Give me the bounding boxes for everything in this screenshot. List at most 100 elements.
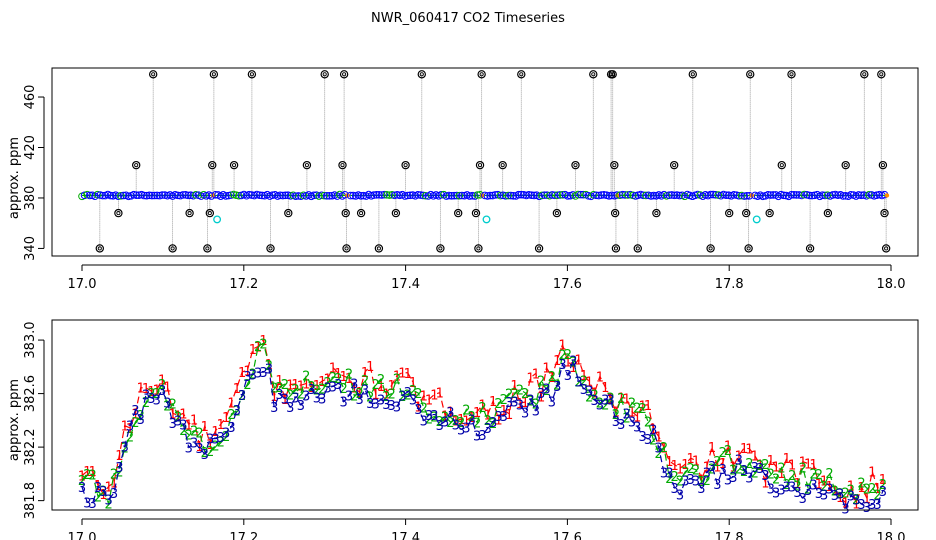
- baseline-point: [693, 190, 702, 199]
- series-3-marker: 3: [121, 440, 129, 455]
- series-1-marker: 1: [142, 382, 150, 397]
- series-2-marker: 2: [473, 416, 481, 431]
- series-2-marker: 2: [441, 410, 449, 425]
- baseline-point: [854, 191, 863, 199]
- series-1-marker: 1: [687, 452, 695, 467]
- series-2-marker: 2: [393, 372, 401, 387]
- outlier-point: [185, 208, 194, 218]
- series-3-marker: 3: [452, 419, 460, 434]
- baseline-point: [184, 191, 192, 200]
- baseline-point: [847, 190, 855, 199]
- series-3-marker: 3: [446, 406, 454, 421]
- panel2-x-tick-label: 17.4: [391, 531, 420, 540]
- outlier-point: [805, 244, 815, 253]
- baseline-point: [359, 191, 368, 200]
- outlier-point: [880, 208, 889, 218]
- baseline-point: [865, 191, 873, 199]
- series-2-marker: 2: [868, 482, 876, 497]
- series-1-marker: 1: [494, 413, 502, 428]
- outlier-point-inner: [322, 72, 327, 77]
- baseline-point: [649, 191, 658, 200]
- baseline-point: [437, 190, 445, 199]
- panel1-y-tick-label: 460: [23, 85, 38, 110]
- outlier-point-inner: [211, 72, 216, 77]
- baseline-point: [416, 191, 425, 199]
- baseline-point: [310, 191, 318, 200]
- series-1-marker: 1: [879, 473, 887, 488]
- series-1-marker: 1: [596, 370, 604, 385]
- series-2-marker: 2: [163, 400, 171, 415]
- series-3-marker: 3: [847, 490, 855, 505]
- series-3-marker: 3: [468, 413, 476, 428]
- series-3-marker: 3: [420, 414, 428, 429]
- outlier-point-inner: [843, 163, 848, 168]
- series-3-marker: 3: [404, 386, 412, 401]
- baseline-point: [129, 190, 138, 199]
- series-2-marker: 2: [644, 415, 652, 430]
- series-2-marker: 2: [655, 447, 663, 462]
- series-1-marker: 1: [516, 397, 524, 412]
- outlier-point-inner: [151, 72, 156, 77]
- series-2-marker: 2: [612, 408, 620, 423]
- series-3-marker: 3: [195, 442, 203, 457]
- series-2-marker: 2: [323, 376, 331, 391]
- series-1-marker: 1: [425, 393, 433, 408]
- series-3-marker: 3: [836, 487, 844, 502]
- series-2-marker: 2: [548, 370, 556, 385]
- panel1-x-tick-label: 17.6: [553, 277, 582, 292]
- series-1-marker: 1: [473, 406, 481, 421]
- baseline-point: [558, 191, 567, 199]
- series-1-marker: 1: [719, 457, 727, 472]
- series-3-marker: 3: [297, 399, 305, 414]
- series-3-marker: 3: [462, 421, 470, 436]
- series-2-marker: 2: [596, 396, 604, 411]
- series-3-marker: 3: [788, 481, 796, 496]
- series-2-marker: 2: [740, 465, 748, 480]
- series-3-marker: 3: [457, 423, 465, 438]
- series-3-marker: 3: [660, 467, 668, 482]
- series-3-marker: 3: [751, 461, 759, 476]
- series-1-marker: 1: [313, 379, 321, 394]
- series-1-marker: 1: [655, 430, 663, 445]
- baseline-point: [452, 191, 461, 200]
- baseline-point: [621, 191, 629, 199]
- baseline-point: [255, 191, 264, 199]
- outlier-point-inner: [825, 211, 830, 216]
- baseline-point: [800, 190, 809, 199]
- series-1-marker: 1: [510, 379, 518, 394]
- series-2-marker: 2: [233, 404, 241, 419]
- series-2-marker: 2: [281, 378, 289, 393]
- series-2-marker: 2: [569, 356, 577, 371]
- outlier-point: [208, 160, 217, 170]
- outlier-point-inner: [187, 211, 192, 216]
- outlier-point: [741, 208, 751, 218]
- series-3-marker: 3: [617, 418, 625, 433]
- series-1-marker: 1: [281, 393, 289, 408]
- baseline-point: [857, 191, 866, 200]
- series-3-marker: 3: [393, 401, 401, 416]
- panel2-data: 1111111111111111111111111111111111111111…: [78, 334, 887, 518]
- series-2-marker: 2: [841, 486, 849, 501]
- outlier-point: [860, 70, 869, 79]
- series-2-marker: 2: [574, 376, 582, 391]
- series-1-marker: 1: [372, 388, 380, 403]
- baseline-point: [286, 191, 295, 200]
- series-3-marker: 3: [409, 393, 417, 408]
- series-2-marker: 2: [78, 474, 86, 489]
- series-1-marker: 1: [361, 366, 369, 381]
- series-3-marker: 3: [719, 463, 727, 478]
- series-2-marker: 2: [516, 384, 524, 399]
- series-2-marker: 2: [270, 381, 278, 396]
- series-1-marker: 1: [500, 404, 508, 419]
- series-2-marker: 2: [505, 387, 513, 402]
- baseline-point: [158, 191, 167, 199]
- series-1-marker: 1: [409, 376, 417, 391]
- series-1-marker: 1: [382, 387, 390, 402]
- series-2-marker: 2: [729, 463, 737, 478]
- outlier-point: [498, 160, 507, 170]
- series-3-marker: 3: [227, 421, 235, 436]
- panel2-x-tick-label: 17.0: [68, 531, 97, 540]
- series-1-marker: 1: [249, 343, 257, 358]
- panel2-y-tick-label: 382.2: [23, 429, 38, 466]
- series-3-marker: 3: [558, 358, 566, 373]
